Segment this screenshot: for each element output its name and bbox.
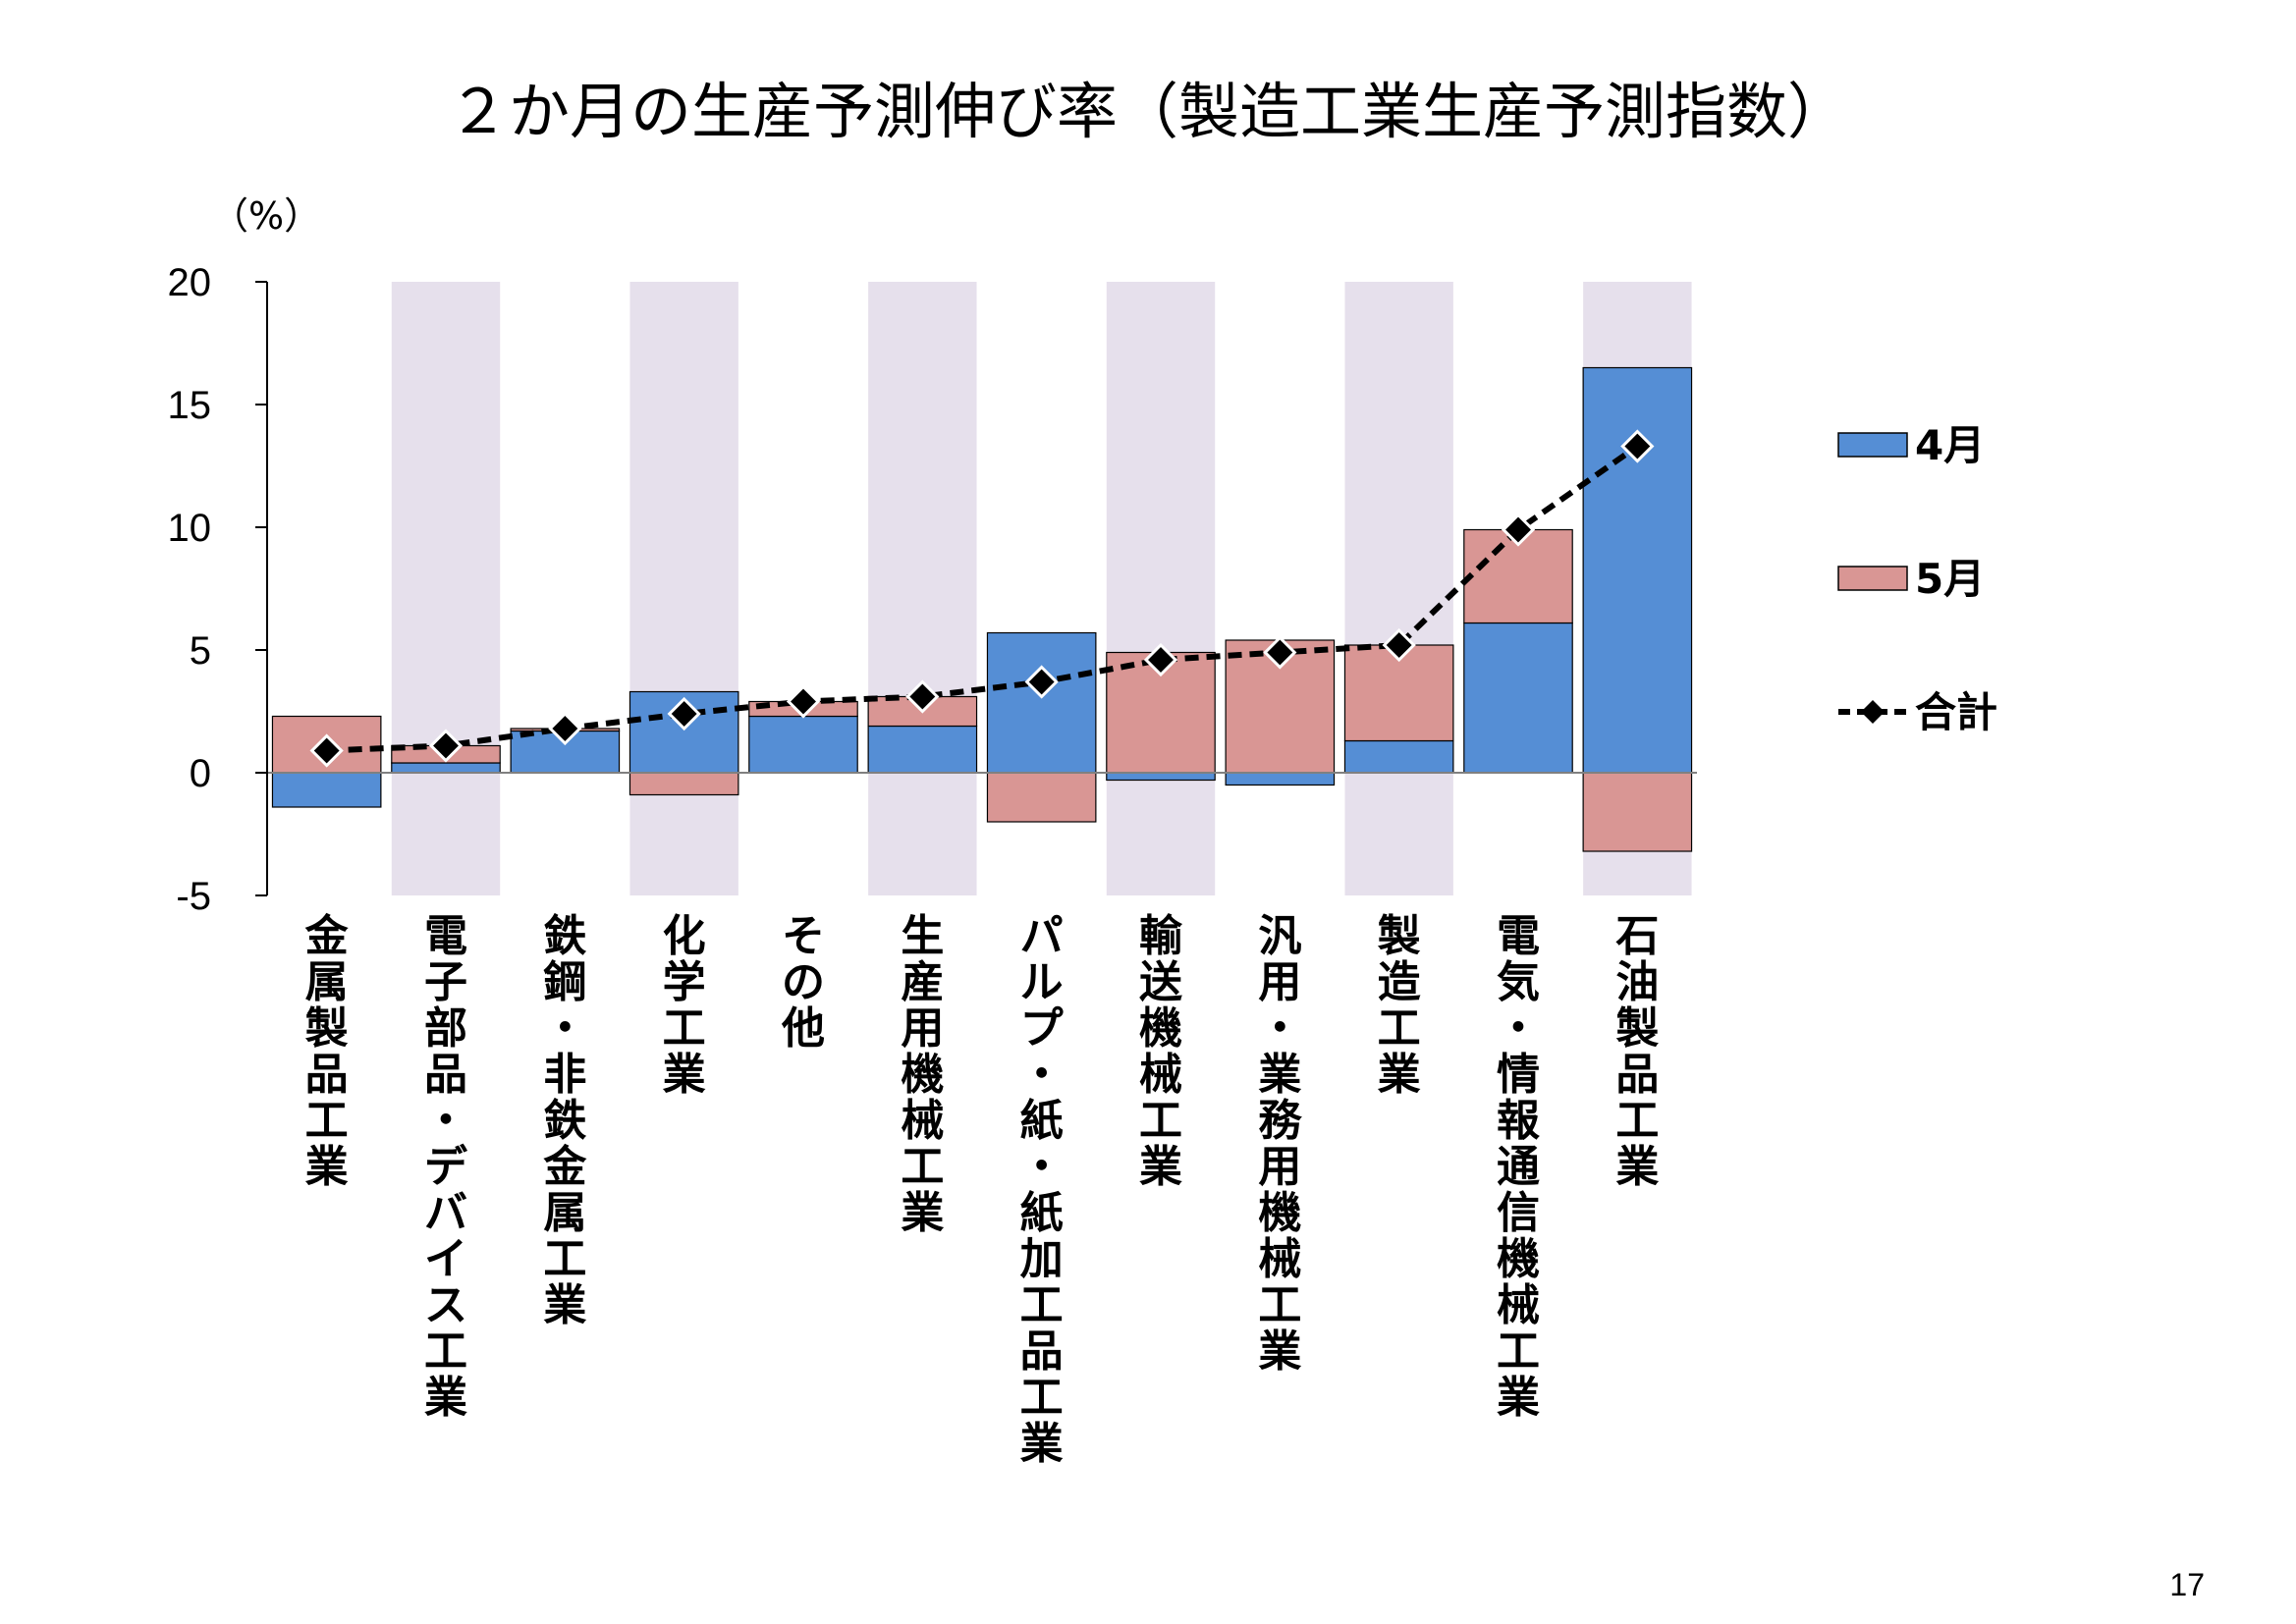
bar-series1: [1343, 739, 1454, 774]
total-marker: [548, 711, 582, 746]
category-label: 金属製品工業: [304, 911, 350, 1192]
total-line: [309, 429, 1655, 768]
y-tick-label: -5: [176, 875, 211, 918]
category-label: 生産用機械工業: [901, 911, 944, 1238]
y-tick-label: 5: [190, 629, 211, 673]
total-marker: [905, 679, 940, 714]
category-label: パルプ・紙・紙加工品工業: [1020, 911, 1064, 1469]
category-shade: [1106, 282, 1216, 895]
legend-label: 合計: [1915, 688, 1997, 736]
total-marker: [786, 684, 821, 719]
legend-label: 5月: [1915, 555, 1985, 603]
total-marker: [1024, 665, 1059, 699]
category-label: 鉄鋼・非鉄金属工業: [542, 911, 587, 1330]
category-labels: 金属製品工業 電子部品・デバイス工業 鉄鋼・非鉄金属工業 化学工業 その他 生産用機械工業…: [304, 911, 1660, 1469]
page-number: 17: [2169, 1567, 2205, 1602]
legend-label: 4月: [1915, 421, 1985, 469]
bar-series1: [1225, 772, 1336, 786]
category-label: 製造工業: [1378, 911, 1421, 1100]
bar-series1: [629, 690, 739, 774]
category-shade: [868, 282, 977, 895]
bar-series2: [1582, 772, 1693, 852]
total-marker: [1501, 513, 1536, 547]
chart-title: ２か月の生産予測伸び率（製造工業生産予測指数）: [448, 76, 1848, 147]
y-tick-label: 15: [168, 384, 212, 427]
category-label: 輸送機械工業: [1139, 911, 1183, 1192]
bar-series1: [986, 631, 1097, 774]
category-label: 汎用・業務用機械工業: [1258, 911, 1302, 1377]
category-label: その他: [781, 911, 825, 1054]
bar-series1: [867, 725, 978, 774]
legend-swatch: [1837, 566, 1908, 591]
bar-series2: [629, 772, 739, 796]
category-shade: [629, 282, 738, 895]
category-shade: [391, 282, 501, 895]
bar-series2: [986, 772, 1097, 823]
total-marker: [428, 729, 464, 763]
category-label: 石油製品工業: [1615, 911, 1659, 1192]
bar-series1: [391, 762, 501, 774]
total-marker: [1143, 642, 1178, 677]
axes: 20 15 10 5 0 -5: [168, 261, 1697, 918]
total-marker: [1382, 627, 1416, 663]
category-label: 電気・情報通信機械工業: [1497, 911, 1540, 1423]
bar-series1: [1582, 366, 1693, 774]
total-marker: [667, 696, 701, 731]
y-tick-label: 0: [190, 752, 211, 795]
bar-series1: [1106, 772, 1216, 782]
total-marker: [309, 733, 344, 768]
total-line-path: [326, 444, 1640, 754]
y-tick-label: 20: [168, 261, 212, 304]
total-marker: [1620, 429, 1655, 463]
bar-series1: [748, 715, 858, 774]
bar-series1: [271, 772, 382, 808]
bars: [271, 366, 1693, 852]
bar-series1: [1463, 622, 1573, 774]
category-label: 化学工業: [663, 911, 706, 1100]
total-marker: [1263, 635, 1297, 670]
legend-marker: [1861, 700, 1885, 724]
legend-swatch: [1837, 432, 1908, 458]
y-tick-label: 10: [168, 507, 212, 550]
y-axis-unit-label: （%）: [211, 194, 321, 238]
category-label: 電子部品・デバイス工業: [424, 911, 468, 1423]
category-shade: [1344, 282, 1453, 895]
